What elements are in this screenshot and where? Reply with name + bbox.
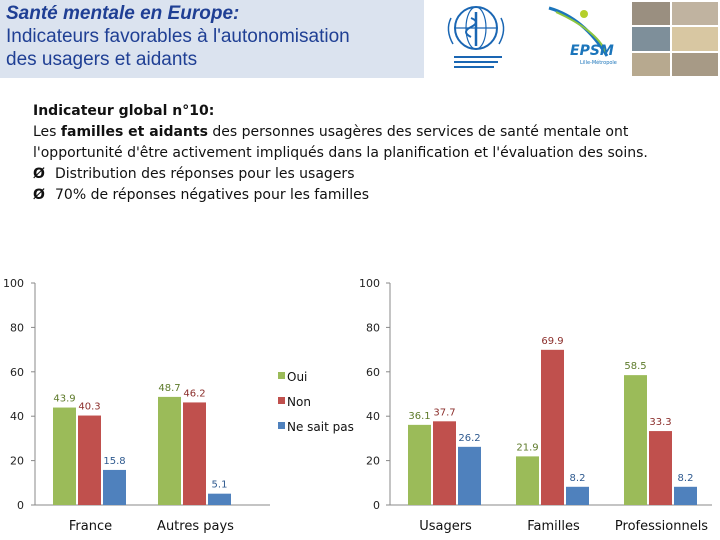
y-tick-label: 40 (366, 410, 380, 423)
bar (674, 486, 697, 505)
header-band (0, 0, 424, 78)
y-tick-label: 80 (366, 321, 380, 334)
y-tick-label: 0 (17, 499, 24, 512)
bar (566, 486, 589, 505)
bar (433, 421, 456, 505)
data-label: 36.1 (408, 411, 430, 422)
legend-swatch (278, 422, 285, 429)
title-line-1: Santé mentale en Europe: (6, 3, 240, 24)
title-line-3: des usagers et aidants (6, 49, 198, 70)
legend-label: Oui (287, 370, 307, 384)
legend-swatch (278, 372, 285, 379)
legend-label: Non (287, 395, 311, 409)
data-label: 48.7 (158, 383, 180, 394)
y-tick-label: 0 (373, 499, 380, 512)
y-tick-label: 20 (366, 455, 380, 468)
who-logo (447, 6, 505, 68)
epsm-logo-text: EPSM (570, 43, 614, 59)
data-label: 69.9 (541, 336, 563, 347)
line2-suffix: des personnes usagères des services de s… (207, 124, 629, 140)
epsm-logo-subtext: Lille-Métropole (580, 59, 617, 66)
category-label: Professionnels (615, 519, 708, 534)
bullet-1: Ø Distribution des réponses pour les usag… (33, 164, 713, 185)
legend-label: Ne sait pas (287, 420, 354, 434)
y-tick-label: 40 (10, 410, 24, 423)
y-tick-label: 100 (3, 277, 24, 290)
bar (53, 407, 76, 505)
data-label: 46.2 (183, 388, 205, 399)
category-label: Autres pays (157, 519, 234, 534)
data-label: 37.7 (433, 407, 455, 418)
data-label: 15.8 (103, 456, 125, 467)
logo-strip: EPSM Lille-Métropole (424, 0, 720, 78)
y-tick-label: 80 (10, 321, 24, 334)
page-title: Santé mentale en Europe: Indicateurs fav… (6, 2, 421, 71)
bar (408, 424, 431, 505)
category-label: Usagers (419, 519, 472, 534)
indicator-text: Indicateur global n°10: Les familles et … (33, 101, 713, 206)
bar (624, 375, 647, 505)
bar (541, 349, 564, 505)
indicator-line-2: Les familles et aidants des personnes us… (33, 122, 713, 143)
bullet-1-text: Distribution des réponses pour les usage… (55, 166, 355, 182)
bullet-2-text: 70% de réponses négatives pour les famil… (55, 187, 370, 203)
data-label: 26.2 (458, 433, 480, 444)
line2-bold: familles et aidants (60, 124, 208, 140)
data-label: 40.3 (78, 402, 100, 413)
indicator-heading: Indicateur global n°10: (33, 103, 215, 119)
data-label: 8.2 (570, 473, 586, 484)
y-tick-label: 60 (10, 366, 24, 379)
y-tick-label: 20 (10, 455, 24, 468)
bar (78, 415, 101, 505)
arrow-bullet-icon: Ø (33, 166, 45, 182)
data-label: 8.2 (678, 473, 694, 484)
photo-collage (632, 2, 718, 76)
arrow-bullet-icon: Ø (33, 187, 45, 203)
epsm-logo: EPSM Lille-Métropole (548, 6, 617, 66)
bar (183, 402, 206, 505)
y-tick-label: 100 (359, 277, 380, 290)
bar (103, 469, 126, 505)
line2-prefix: Les (33, 124, 61, 140)
y-tick-label: 60 (366, 366, 380, 379)
category-label: France (69, 519, 112, 534)
bar (516, 456, 539, 505)
bar (208, 493, 231, 505)
legend-swatch (278, 397, 285, 404)
category-label: Familles (527, 519, 580, 534)
bar (158, 396, 181, 505)
bullet-2: Ø 70% de réponses négatives pour les fami… (33, 185, 713, 206)
data-label: 5.1 (212, 480, 228, 491)
bar (649, 431, 672, 505)
data-label: 21.9 (516, 442, 538, 453)
title-line-2: Indicateurs favorables à l'autonomisatio… (6, 26, 350, 47)
logos-svg: EPSM Lille-Métropole (447, 2, 718, 76)
data-label: 33.3 (649, 417, 671, 428)
bar (458, 446, 481, 505)
data-label: 43.9 (53, 394, 75, 405)
indicator-line-3: l'opportunité d'être activement impliqué… (33, 145, 648, 161)
data-label: 58.5 (624, 361, 646, 372)
